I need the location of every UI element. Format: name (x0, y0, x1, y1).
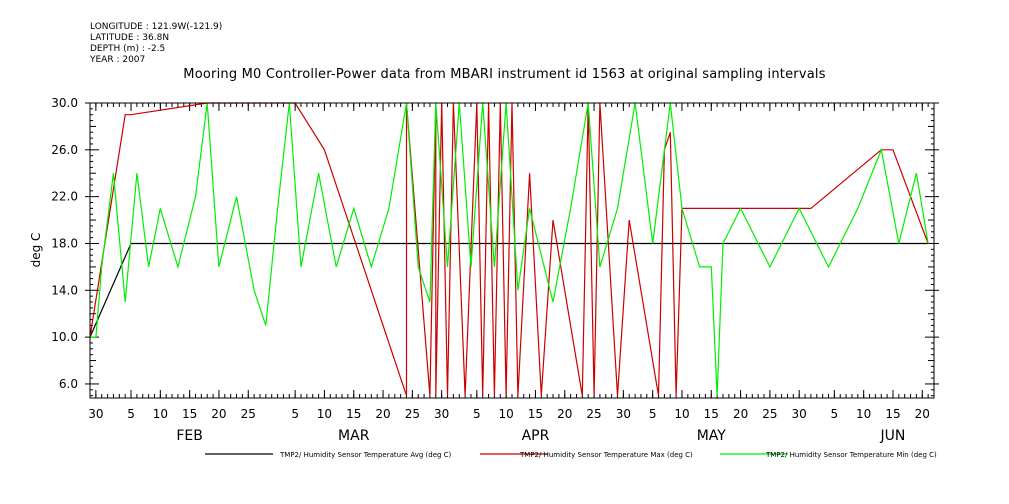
series-layer (89, 102, 929, 396)
x-tick-label: 10 (317, 407, 332, 421)
x-tick-label: 20 (733, 407, 748, 421)
tick-layer (85, 102, 939, 398)
x-tick-label: 25 (241, 407, 256, 421)
x-tick-label: 30 (616, 407, 631, 421)
x-tick-label: 5 (127, 407, 135, 421)
series-line-1 (89, 102, 929, 396)
x-tick-label: 30 (792, 407, 807, 421)
x-tick-label: 25 (762, 407, 777, 421)
x-month-label: APR (522, 428, 550, 444)
y-tick-label: 22.0 (51, 190, 78, 204)
x-month-label: JUN (880, 428, 906, 444)
depth-label: DEPTH (m) : -2.5 (90, 44, 166, 54)
legend-label-2: TMP2/ Humidity Sensor Temperature Min (d… (765, 451, 937, 459)
axis-labels: 30 5 10 15 20 25 5 10 15 20 25 30 5 10 15 20 25 30 5 10 15 20… (51, 96, 930, 444)
x-tick-label: 15 (182, 407, 197, 421)
metadata-block: LONGITUDE : 121.9W(-121.9) LATITUDE : 36… (90, 22, 222, 66)
x-tick-label: 15 (885, 407, 900, 421)
x-month-label: MAY (697, 428, 727, 444)
x-tick-label: 10 (856, 407, 871, 421)
legend-label-0: TMP2/ Humidity Sensor Temperature Avg (d… (279, 451, 452, 459)
x-tick-label: 5 (291, 407, 299, 421)
x-tick-label: 25 (586, 407, 601, 421)
longitude-label: LONGITUDE : 121.9W(-121.9) (90, 22, 223, 32)
y-tick-label: 10.0 (51, 330, 78, 344)
x-tick-label: 10 (674, 407, 689, 421)
x-tick-label: 15 (528, 407, 543, 421)
y-tick-label: 18.0 (51, 236, 78, 250)
x-tick-label: 30 (88, 407, 103, 421)
x-tick-label: 20 (211, 407, 226, 421)
x-month-label: FEB (176, 428, 203, 444)
x-tick-label: 25 (405, 407, 420, 421)
y-tick-label: 14.0 (51, 283, 78, 297)
latitude-label: LATITUDE : 36.8N (90, 33, 170, 43)
legend-label-1: TMP2/ Humidity Sensor Temperature Max (d… (519, 451, 693, 459)
legend: TMP2/ Humidity Sensor Temperature Avg (d… (205, 451, 937, 459)
x-tick-label: 15 (704, 407, 719, 421)
x-tick-label: 10 (153, 407, 168, 421)
x-month-label: MAR (338, 428, 370, 444)
x-tick-label: 20 (915, 407, 930, 421)
x-tick-label: 20 (557, 407, 572, 421)
x-tick-label: 20 (375, 407, 390, 421)
y-tick-label: 26.0 (51, 143, 78, 157)
series-line-0 (89, 242, 929, 338)
x-tick-label: 5 (831, 407, 839, 421)
x-tick-label: 30 (434, 407, 449, 421)
chart-title: Mooring M0 Controller-Power data from MB… (183, 67, 826, 82)
year-label: YEAR : 2007 (90, 55, 146, 65)
x-tick-label: 10 (498, 407, 513, 421)
x-tick-label: 15 (346, 407, 361, 421)
y-axis-label: deg C (29, 233, 43, 268)
plot-frame (89, 102, 935, 399)
y-tick-label: 6.0 (59, 377, 78, 391)
y-tick-label: 30.0 (51, 96, 78, 110)
x-tick-label: 5 (649, 407, 657, 421)
x-tick-label: 5 (473, 407, 481, 421)
